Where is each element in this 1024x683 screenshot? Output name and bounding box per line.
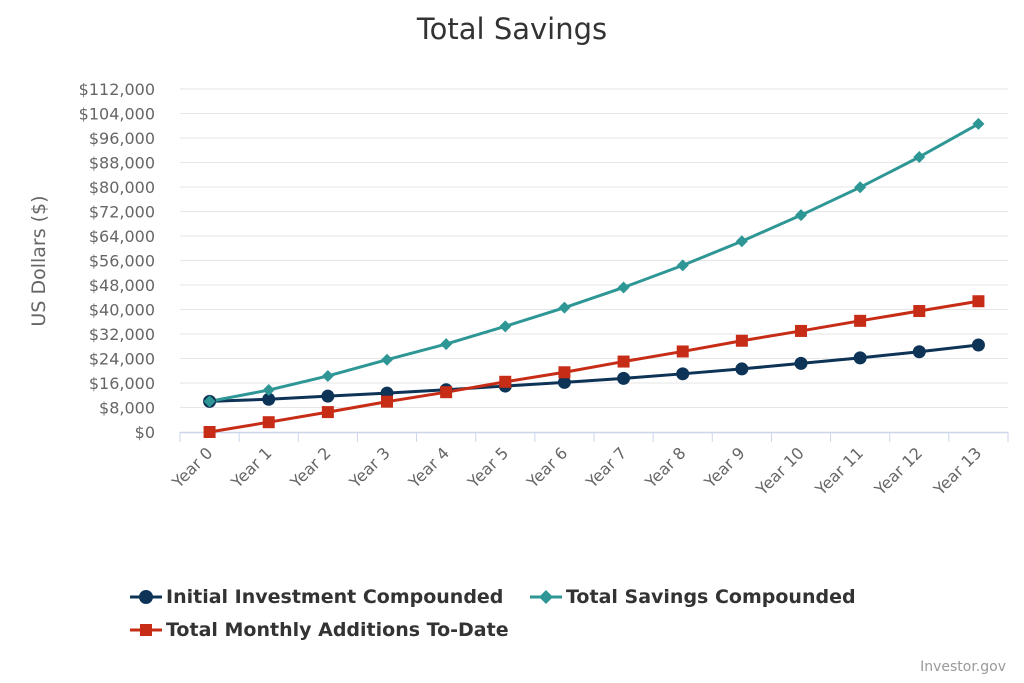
x-tick-label: Year 4 — [404, 443, 453, 492]
data-point[interactable] — [440, 386, 453, 399]
data-point[interactable] — [381, 395, 393, 408]
data-point[interactable] — [795, 324, 807, 337]
y-tick-label: $80,000 — [89, 178, 155, 197]
x-tick-label: Year 2 — [286, 443, 335, 492]
data-point[interactable] — [854, 314, 867, 327]
legend-marker-square-icon — [130, 624, 162, 636]
data-point[interactable] — [913, 305, 926, 318]
y-tick-label: $96,000 — [89, 129, 155, 148]
x-tick-label: Year 9 — [700, 443, 749, 492]
data-point[interactable] — [557, 375, 571, 389]
data-point[interactable] — [676, 345, 689, 358]
x-tick-label: Year 11 — [811, 443, 867, 499]
legend-marker-diamond-icon — [530, 590, 562, 604]
x-tick-label: Year 3 — [345, 443, 394, 492]
data-point[interactable] — [262, 392, 276, 406]
data-point[interactable] — [440, 338, 453, 351]
data-point[interactable] — [617, 355, 630, 368]
x-tick-label: Year 0 — [168, 443, 217, 492]
x-tick-label: Year 1 — [227, 443, 276, 492]
series-markers — [203, 117, 985, 438]
y-tick-label: $0 — [135, 423, 155, 442]
x-tick-label: Year 13 — [929, 443, 985, 499]
legend-item-monthly-additions[interactable]: Total Monthly Additions To-Date — [128, 613, 509, 647]
data-point[interactable] — [203, 426, 216, 438]
legend-label: Total Monthly Additions To-Date — [166, 619, 509, 641]
legend-marker-circle-icon — [130, 590, 162, 604]
data-point[interactable] — [381, 353, 393, 366]
data-point[interactable] — [972, 117, 985, 130]
x-tick-label: Year 12 — [870, 443, 926, 499]
data-point[interactable] — [853, 351, 867, 365]
data-point[interactable] — [971, 338, 985, 352]
y-tick-label: $24,000 — [89, 350, 155, 369]
y-tick-label: $88,000 — [89, 154, 155, 173]
x-tick-label: Year 7 — [582, 443, 631, 492]
data-point[interactable] — [617, 371, 631, 385]
y-axis-tick-labels: $0 $8,000 $16,000 $24,000 $32,000 $40,000 $48,… — [79, 80, 155, 442]
series-line-1[interactable] — [209, 122, 980, 403]
data-point[interactable] — [972, 295, 985, 308]
x-tick-label: Year 10 — [752, 443, 808, 499]
data-point[interactable] — [913, 150, 926, 163]
data-point[interactable] — [558, 301, 571, 314]
y-tick-label: $40,000 — [89, 301, 155, 320]
data-point[interactable] — [795, 209, 807, 222]
data-point[interactable] — [735, 334, 748, 347]
y-axis-label: US Dollars ($) — [28, 195, 50, 326]
data-point[interactable] — [558, 366, 571, 379]
data-point[interactable] — [499, 320, 512, 333]
data-point[interactable] — [321, 369, 334, 382]
data-point[interactable] — [321, 406, 334, 419]
legend-item-initial-investment[interactable]: Initial Investment Compounded — [128, 580, 503, 614]
series-lines — [209, 122, 980, 434]
legend-label: Total Savings Compounded — [566, 586, 856, 608]
y-tick-label: $72,000 — [89, 203, 155, 222]
data-point[interactable] — [912, 345, 926, 359]
series-line-2[interactable] — [209, 299, 979, 434]
y-tick-label: $48,000 — [89, 276, 155, 295]
x-tick-label: Year 5 — [463, 443, 512, 492]
data-point[interactable] — [617, 281, 630, 294]
y-tick-label: $104,000 — [79, 105, 155, 124]
data-point[interactable] — [676, 367, 690, 381]
credits-link[interactable]: Investor.gov — [920, 659, 1006, 675]
x-tick-label: Year 6 — [522, 443, 571, 492]
y-tick-label: $8,000 — [99, 399, 155, 418]
grid-lines — [180, 88, 1008, 408]
y-tick-label: $16,000 — [89, 374, 155, 393]
data-point[interactable] — [854, 181, 867, 194]
y-tick-label: $112,000 — [79, 80, 155, 99]
legend-label: Initial Investment Compounded — [166, 586, 504, 608]
chart-title: Total Savings — [416, 12, 608, 46]
data-point[interactable] — [794, 356, 808, 370]
data-point[interactable] — [735, 362, 749, 376]
legend-item-total-savings[interactable]: Total Savings Compounded — [528, 580, 856, 614]
data-point[interactable] — [499, 375, 512, 388]
data-point[interactable] — [321, 389, 335, 403]
data-point[interactable] — [203, 395, 216, 408]
data-point[interactable] — [262, 416, 275, 429]
x-tick-label: Year 8 — [641, 443, 690, 492]
data-point[interactable] — [676, 259, 689, 272]
y-tick-label: $64,000 — [89, 227, 155, 246]
y-tick-label: $56,000 — [89, 252, 155, 271]
x-axis: Year 0 Year 1 Year 2 Year 3 Year 4 Year 5 Year… — [168, 431, 1009, 499]
y-tick-label: $32,000 — [89, 325, 155, 344]
data-point[interactable] — [262, 384, 275, 397]
series-line-0[interactable] — [209, 343, 979, 403]
data-point[interactable] — [735, 235, 748, 248]
